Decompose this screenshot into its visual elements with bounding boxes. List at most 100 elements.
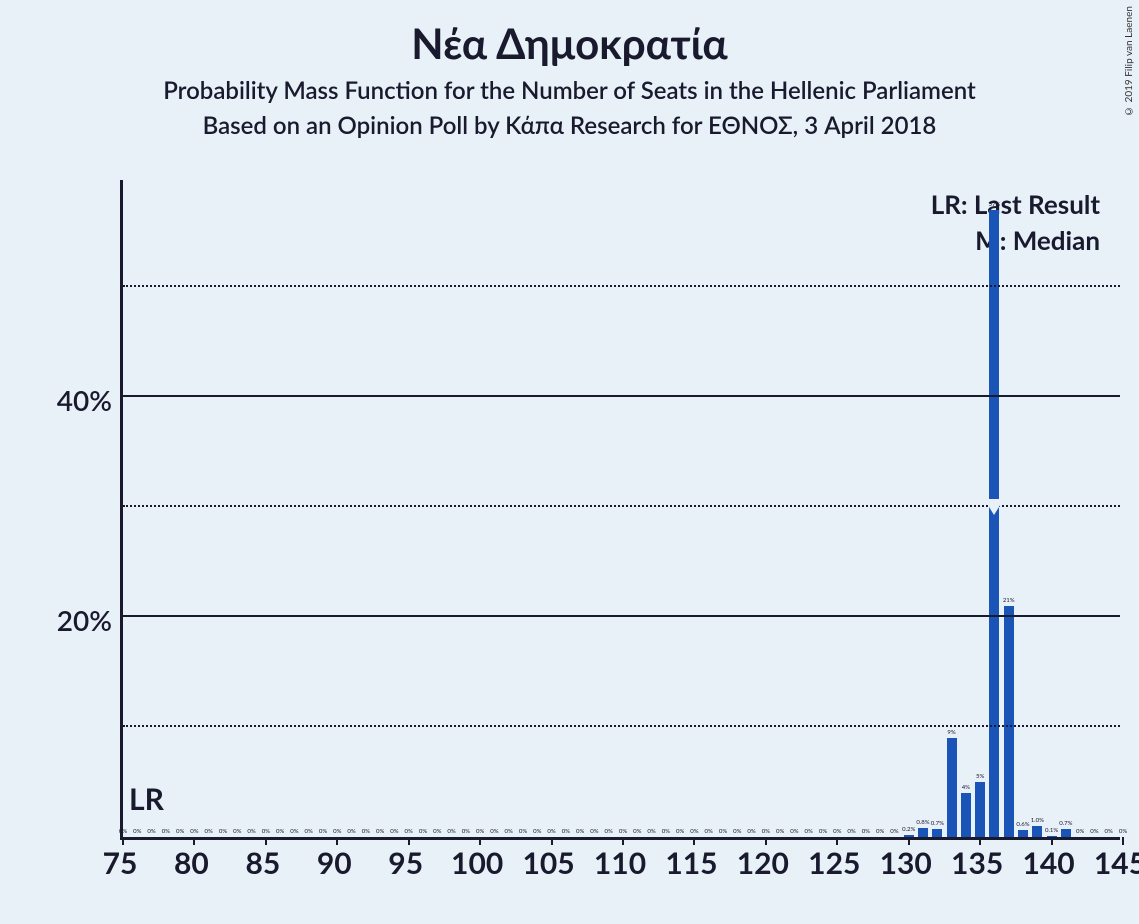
- bar-value-label: 0.7%: [1059, 820, 1072, 827]
- x-tick: [1122, 837, 1124, 845]
- bar-value-label: 0%: [119, 828, 127, 835]
- y-tick-label: 20%: [57, 603, 112, 637]
- bar-value-label: 0%: [1119, 828, 1127, 835]
- x-tick: [551, 837, 553, 845]
- bar: [918, 828, 928, 837]
- bar-value-label: 0%: [505, 828, 513, 835]
- x-tick-label: 95: [388, 845, 423, 881]
- bar-value-label: 0%: [733, 828, 741, 835]
- bar-value-label: 0%: [319, 828, 327, 835]
- bar: [961, 793, 971, 837]
- bar-value-label: 0%: [147, 828, 155, 835]
- bar-value-label: 9%: [947, 729, 955, 736]
- bar-value-label: 0%: [190, 828, 198, 835]
- bar-value-label: 0%: [662, 828, 670, 835]
- bar-value-label: 0%: [762, 828, 770, 835]
- bar-value-label: 0%: [633, 828, 641, 835]
- bar-value-label: 0%: [862, 828, 870, 835]
- bar-value-label: 1.0%: [1031, 817, 1044, 824]
- bar: [1061, 829, 1071, 837]
- bar-value-label: 0%: [747, 828, 755, 835]
- bar-value-label: 0%: [1090, 828, 1098, 835]
- x-tick: [408, 837, 410, 845]
- bar-value-label: 0%: [247, 828, 255, 835]
- y-axis: 20% 40%: [20, 180, 120, 840]
- y-tick-label: 40%: [57, 383, 112, 417]
- bar-value-label: 0%: [890, 828, 898, 835]
- x-tick-label: 105: [522, 845, 574, 881]
- gridline-minor: [123, 505, 1120, 507]
- bar-value-label: 0%: [233, 828, 241, 835]
- bar-value-label: 0%: [805, 828, 813, 835]
- x-tick-label: 85: [245, 845, 280, 881]
- x-tick: [836, 837, 838, 845]
- x-tick: [479, 837, 481, 845]
- bar-value-label: 0%: [776, 828, 784, 835]
- bar: [1004, 606, 1014, 837]
- x-tick: [122, 837, 124, 845]
- bar-value-label: 0%: [847, 828, 855, 835]
- bar-value-label: 0%: [819, 828, 827, 835]
- bar-value-label: 0%: [476, 828, 484, 835]
- bar: [1032, 826, 1042, 837]
- gridline-major: [123, 615, 1120, 617]
- x-tick-label: 125: [808, 845, 860, 881]
- bar-value-label: 0%: [447, 828, 455, 835]
- bar-value-label: 0%: [833, 828, 841, 835]
- chart-title: Νέα Δημοκρατία: [0, 0, 1139, 68]
- median-arrow-icon: [984, 499, 1004, 515]
- lr-marker: LR: [129, 781, 164, 817]
- x-tick-label: 110: [594, 845, 646, 881]
- x-tick-label: 100: [451, 845, 503, 881]
- bar-value-label: 0%: [1076, 828, 1084, 835]
- bar-value-label: 0%: [562, 828, 570, 835]
- bar-value-label: 0%: [176, 828, 184, 835]
- bar-value-label: 0%: [433, 828, 441, 835]
- gridline-minor: [123, 725, 1120, 727]
- bar-value-label: 0%: [262, 828, 270, 835]
- bar-value-label: 0%: [576, 828, 584, 835]
- chart-area: 20%40% LR: Last Result M: Median 0%0%0%0…: [20, 180, 1120, 900]
- bar-value-label: 57%: [989, 201, 1001, 208]
- bar: [975, 782, 985, 837]
- bar-value-label: 0%: [590, 828, 598, 835]
- bar-value-label: 0%: [205, 828, 213, 835]
- bar-value-label: 0%: [876, 828, 884, 835]
- bar-value-label: 0%: [305, 828, 313, 835]
- bar: [947, 738, 957, 837]
- bar-value-label: 5%: [976, 773, 984, 780]
- x-tick: [979, 837, 981, 845]
- x-tick: [265, 837, 267, 845]
- bar-value-label: 0%: [333, 828, 341, 835]
- bar-value-label: 0%: [219, 828, 227, 835]
- bar-value-label: 0%: [647, 828, 655, 835]
- chart-subtitle-2: Based on an Opinion Poll by Κάπα Researc…: [0, 111, 1139, 140]
- bar-value-label: 4%: [962, 784, 970, 791]
- bar: [989, 210, 999, 837]
- gridline-minor: [123, 285, 1120, 287]
- bar-value-label: 0%: [719, 828, 727, 835]
- bar: [1018, 830, 1028, 837]
- bar-value-label: 0%: [676, 828, 684, 835]
- bar-value-label: 0.8%: [916, 819, 929, 826]
- bar-value-label: 0%: [376, 828, 384, 835]
- bar-value-label: 0%: [619, 828, 627, 835]
- bar-value-label: 0%: [533, 828, 541, 835]
- copyright-text: © 2019 Filip van Laenen: [1123, 6, 1135, 117]
- gridline-major: [123, 395, 1120, 397]
- x-tick: [193, 837, 195, 845]
- x-tick-label: 140: [1022, 845, 1074, 881]
- x-tick: [336, 837, 338, 845]
- bars-container: 0% 0% 0% 0% 0% 0% 0% 0% 0% 0% 0% 0% 0% 0% 0% 0% 0% 0% 0% 0%…: [123, 180, 1120, 837]
- bar-value-label: 0%: [290, 828, 298, 835]
- bar-value-label: 0%: [490, 828, 498, 835]
- chart-subtitle-1: Probability Mass Function for the Number…: [0, 76, 1139, 105]
- bar-value-label: 0%: [519, 828, 527, 835]
- x-axis: 7580859095100105110115120125130135140145: [120, 845, 1120, 895]
- x-tick-label: 115: [665, 845, 717, 881]
- bar-value-label: 0.7%: [931, 820, 944, 827]
- bar-value-label: 0%: [276, 828, 284, 835]
- bar-value-label: 0%: [462, 828, 470, 835]
- bar-value-label: 0%: [133, 828, 141, 835]
- plot-area: LR: Last Result M: Median 0%0%0%0%0%0%0%…: [120, 180, 1120, 840]
